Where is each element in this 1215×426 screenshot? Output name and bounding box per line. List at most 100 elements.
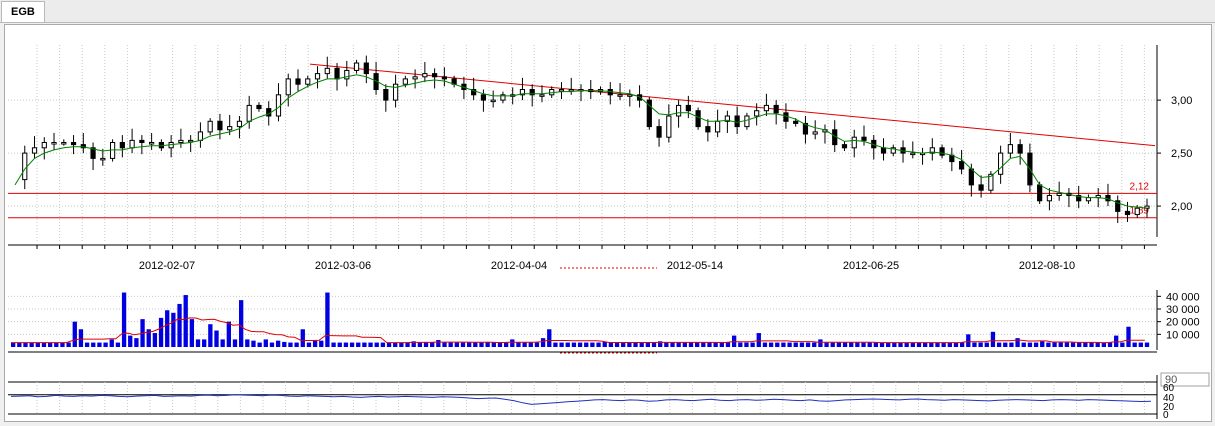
volume-bar (1095, 342, 1100, 347)
volume-bar (645, 342, 651, 347)
vol-tick-label: 20 000 (1166, 317, 1200, 329)
volume-bar (1120, 342, 1125, 347)
volume-bar (781, 342, 786, 347)
volume-bar (72, 321, 77, 347)
candle-body (519, 89, 526, 96)
volume-bar (824, 342, 829, 347)
volume-bar (282, 341, 287, 347)
x-tick-label: 2012-08-10 (1019, 260, 1075, 272)
candle-body (412, 76, 418, 80)
candle-body (1144, 205, 1150, 209)
candle-body (783, 112, 789, 122)
candle-body (968, 168, 974, 186)
osc-tick-label: 90 (1165, 374, 1177, 386)
candle-body (22, 152, 28, 181)
volume-bar (725, 342, 731, 347)
volume-bar (966, 334, 971, 347)
volume-bar (393, 342, 398, 347)
volume-bar (1046, 342, 1051, 347)
candle-body (880, 147, 887, 154)
volume-bar (479, 342, 484, 347)
volume-bar (189, 319, 195, 347)
candle-body (344, 69, 350, 80)
volume-bar (1052, 342, 1057, 347)
volume-bar (1126, 326, 1131, 347)
candle-body (539, 94, 545, 97)
volume-bar (128, 335, 133, 347)
volume-bar (134, 338, 139, 347)
volume-bar (670, 342, 675, 347)
volume-bar (362, 342, 367, 347)
trend-line (309, 63, 1156, 147)
y-tick-label: 3,00 (1171, 95, 1192, 107)
volume-bar (892, 342, 897, 347)
candle-body (744, 115, 750, 128)
chart-svg: 2,121,89 2,00 2,50 3,00 2012-02-07 2012-03-… (8, 45, 1210, 421)
volume-bar (109, 339, 114, 347)
volume-bar (978, 342, 983, 347)
volume-bar (658, 341, 663, 347)
volume-bar (66, 342, 71, 347)
volume-bar (195, 339, 201, 347)
volume-bar (239, 300, 244, 347)
candle-body (256, 104, 262, 110)
volume-bar (664, 342, 669, 347)
volume-bar (288, 342, 293, 347)
volume-bar (929, 342, 934, 347)
volume-bar (214, 330, 219, 347)
volume-bar (380, 342, 386, 347)
candle-body (695, 110, 701, 128)
volume-bar (146, 329, 151, 347)
volume-bar (651, 342, 657, 347)
candle-body (685, 104, 691, 112)
volume-bar (522, 342, 527, 347)
volume-bar (1070, 342, 1076, 347)
volume-bar (1132, 342, 1137, 347)
candle-body (1037, 184, 1043, 202)
candle-body (861, 136, 867, 141)
candles (22, 55, 1150, 224)
volume-bar (60, 342, 65, 347)
volume-bar (910, 342, 915, 347)
volume-bar (411, 341, 416, 347)
volume-bar (1101, 342, 1107, 347)
volume-bar (1021, 342, 1026, 347)
osc-grid (8, 382, 1157, 414)
volume-grid (8, 295, 1157, 335)
volume-bar (707, 342, 712, 347)
volume-bar (202, 339, 207, 347)
volume-bar (177, 303, 182, 347)
candle-body (666, 115, 672, 138)
candle-body (988, 173, 994, 191)
volume-bar (485, 341, 490, 347)
volume-bar (805, 342, 811, 347)
volume-bar (423, 341, 429, 347)
candle-body (627, 94, 633, 97)
tab-egb[interactable]: EGB (1, 1, 45, 22)
volume-bar (121, 292, 127, 347)
volume-bar (799, 342, 805, 347)
volume-bar (516, 342, 521, 347)
candle-body (646, 99, 652, 128)
candle-body (724, 115, 730, 122)
volume-bar (842, 342, 848, 347)
candle-body (1007, 144, 1013, 154)
volume-bar (614, 342, 620, 347)
x-tick-label: 2012-06-25 (843, 260, 899, 272)
volume-bar (818, 339, 823, 347)
volume-bar (713, 342, 718, 347)
candle-body (568, 89, 574, 92)
volume-bar (35, 342, 40, 347)
candle-body (841, 144, 848, 149)
volume-bar (953, 342, 959, 347)
volume-bar (467, 342, 472, 347)
tab-bar: EGB (0, 0, 1215, 23)
candle-body (529, 89, 535, 96)
x-tick-label: 2012-05-14 (667, 260, 723, 272)
volume-bar (923, 342, 928, 347)
volume-bar (1040, 341, 1045, 347)
candle-body (432, 73, 438, 78)
volume-bar (312, 340, 318, 347)
osc-series-line (10, 394, 1152, 405)
